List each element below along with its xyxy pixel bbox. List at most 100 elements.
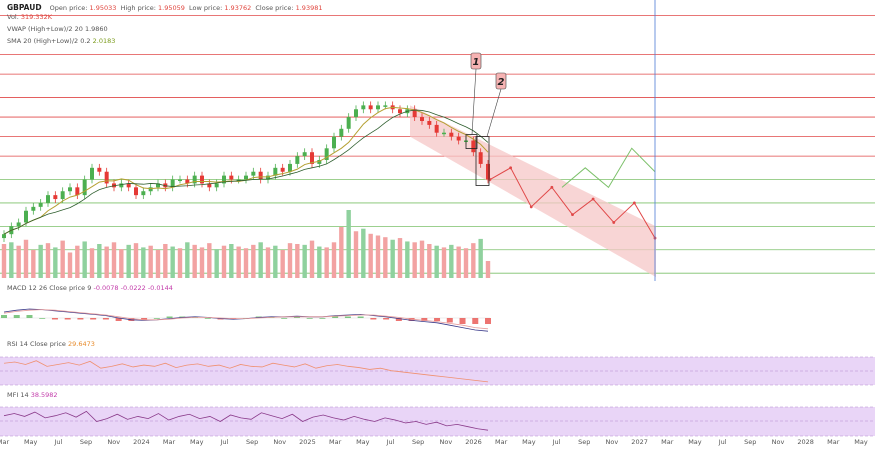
macd-histogram-bar	[434, 318, 441, 321]
close-value: 1.93981	[295, 4, 323, 12]
volume-bar	[221, 245, 227, 278]
candle-body	[324, 148, 329, 161]
candle-body	[420, 117, 424, 121]
volume-bar	[258, 242, 263, 278]
candle-body	[427, 120, 432, 125]
candle-body	[170, 179, 175, 188]
volume-bar	[163, 244, 168, 278]
macd-histogram-bar	[1, 315, 7, 318]
volume-label: Vol.	[7, 13, 19, 21]
volume-bar	[243, 248, 249, 278]
candle-body	[478, 152, 483, 164]
oscillator-bands	[0, 356, 875, 437]
channel-fill	[410, 105, 656, 278]
x-tick-label: Mar	[661, 438, 674, 446]
x-tick-label: 2027	[631, 438, 648, 446]
macd-histogram-bar	[344, 316, 351, 318]
candle-body	[2, 234, 6, 239]
mfi-band	[0, 407, 875, 436]
candle-body	[126, 183, 131, 188]
candle-body	[339, 128, 344, 137]
mfi-legend: MFI 14 38.5982	[7, 391, 58, 400]
volume-bar	[75, 245, 80, 278]
volume-bar	[236, 246, 241, 278]
macd-histogram-bar	[204, 318, 211, 319]
open-label: Open price:	[49, 4, 88, 12]
candle-body	[16, 222, 21, 227]
macd-histogram-bar	[472, 318, 479, 324]
x-tick-label: Jul	[54, 438, 63, 446]
macd-histogram-bar	[141, 318, 148, 320]
volume-bar	[383, 237, 388, 278]
x-tick-label: May	[854, 438, 868, 446]
volume-bar	[295, 244, 300, 278]
high-label: High price:	[120, 4, 156, 12]
mfi-label: MFI 14	[7, 391, 29, 399]
volume-bar	[265, 247, 271, 278]
mfi-value: 38.5982	[30, 391, 58, 399]
volume-bar	[97, 244, 102, 278]
candle-body	[75, 187, 80, 196]
volume-bars	[1, 210, 491, 278]
volume-bar	[199, 247, 205, 278]
volume-bar	[1, 244, 7, 278]
volume-bar	[119, 249, 124, 278]
x-tick-label: May	[23, 438, 38, 446]
candle-body	[442, 132, 446, 135]
candle-body	[258, 171, 263, 180]
candle-body	[434, 124, 439, 133]
price-candles	[2, 101, 490, 242]
candle-body	[46, 195, 50, 203]
sma-legend: SMA 20 (High+Low)/2 0.2 2.0183	[7, 37, 115, 46]
volume-bar	[280, 249, 285, 278]
macd-histogram-bar	[64, 318, 71, 320]
x-tick-label: Jul	[718, 438, 727, 446]
vwap-legend: VWAP (High+Low)/2 20 1.9860	[7, 25, 108, 34]
macd-histogram-bar	[293, 316, 300, 318]
volume-bar	[287, 243, 293, 278]
volume-bar	[38, 244, 43, 278]
descending-channel	[410, 105, 656, 278]
x-tick-label: Nov	[771, 438, 785, 446]
macd-histogram-bar	[281, 318, 288, 319]
volume-bar	[133, 243, 139, 278]
candle-body	[104, 171, 109, 184]
candle-body	[244, 175, 248, 180]
candle-body	[456, 136, 461, 141]
x-tick-label: Jul	[220, 438, 229, 446]
volume-bar	[324, 247, 329, 278]
candle-body	[361, 105, 366, 110]
volume-bar	[449, 244, 454, 278]
rsi-value: 29.6473	[68, 340, 95, 348]
candle-body	[354, 109, 358, 118]
volume-bar	[361, 228, 366, 278]
volume-bar	[229, 244, 234, 278]
x-tick-label: 2026	[465, 438, 482, 446]
x-tick-label: Mar	[495, 438, 508, 446]
x-tick-label: Sep	[245, 438, 259, 446]
volume-bar	[478, 238, 483, 278]
macd-signal-line	[3, 309, 489, 330]
macd-histogram-bar	[446, 318, 453, 323]
macd-histogram-bar	[383, 318, 390, 320]
low-label: Low price:	[189, 4, 223, 12]
macd-value-1: -0.0078	[93, 284, 119, 292]
volume-bar	[273, 245, 278, 278]
volume-bar	[390, 239, 395, 278]
volume-bar	[317, 246, 322, 278]
volume-bar	[82, 241, 87, 278]
x-tick-label: Sep	[79, 438, 93, 446]
macd-histogram-bar	[39, 318, 46, 319]
x-tick-label: May	[522, 438, 536, 446]
mfi-line	[3, 410, 489, 431]
candle-body	[156, 183, 160, 188]
annotation-box-2	[475, 136, 490, 186]
vwap-label: VWAP (High+Low)/2 20	[7, 25, 83, 33]
candle-body	[236, 179, 241, 182]
volume-bar	[148, 245, 153, 278]
macd-histogram-bar	[395, 318, 402, 321]
volume-bar	[412, 242, 417, 278]
x-tick-label: May	[356, 438, 370, 446]
bullish-projection	[561, 147, 656, 189]
volume-bar	[419, 240, 425, 278]
